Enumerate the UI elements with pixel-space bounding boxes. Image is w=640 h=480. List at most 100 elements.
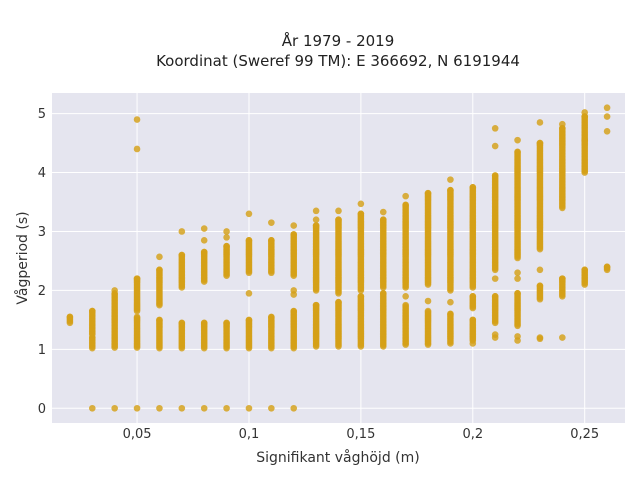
data-point (559, 334, 566, 341)
data-point (491, 293, 499, 300)
data-point (312, 301, 320, 309)
data-point (245, 316, 253, 324)
data-point (447, 186, 454, 194)
data-point (469, 183, 477, 191)
data-point (200, 404, 208, 412)
data-point (133, 145, 141, 153)
data-point (223, 404, 230, 412)
data-point (514, 148, 521, 156)
data-point (156, 253, 163, 261)
data-point (603, 113, 611, 120)
chart-subtitle: Koordinat (Sweref 99 TM): E 366692, N 61… (156, 52, 520, 70)
data-point (469, 340, 477, 347)
data-point (178, 404, 186, 412)
data-point (491, 331, 499, 338)
data-point (402, 192, 409, 200)
x-tick-label: 0,05 (123, 427, 152, 442)
data-point (200, 237, 208, 244)
data-point (133, 275, 141, 282)
x-tick-label: 0,15 (346, 427, 375, 442)
data-point (559, 120, 566, 128)
data-point (290, 222, 298, 229)
data-point (447, 176, 454, 183)
y-tick-label: 0 (38, 402, 46, 417)
data-point (66, 313, 74, 321)
scatter-points (66, 104, 611, 412)
data-point (581, 109, 589, 116)
data-point (223, 234, 230, 241)
data-point (402, 201, 409, 209)
data-point (245, 210, 253, 218)
data-point (111, 404, 118, 412)
data-point (536, 119, 544, 126)
data-point (357, 210, 365, 218)
data-point (491, 125, 499, 132)
data-point (268, 219, 275, 226)
data-point (156, 316, 163, 324)
data-point (223, 228, 230, 235)
data-point (156, 266, 163, 274)
data-point (245, 237, 253, 244)
data-point (335, 298, 342, 306)
data-point (536, 266, 544, 274)
data-point (335, 216, 342, 223)
x-tick-label: 0,25 (570, 427, 599, 442)
data-point (133, 116, 141, 123)
data-point (88, 404, 96, 412)
x-tick-label: 0,1 (239, 427, 260, 442)
data-point (200, 225, 208, 232)
data-point (581, 266, 589, 274)
data-point (536, 334, 544, 341)
data-point (379, 290, 387, 297)
data-point (312, 216, 320, 223)
data-point (200, 319, 208, 327)
data-point (357, 200, 365, 208)
data-point (245, 404, 253, 412)
data-point (447, 298, 454, 306)
data-point (424, 297, 432, 305)
data-point (424, 189, 432, 197)
data-point (335, 207, 342, 215)
y-tick-label: 5 (38, 107, 46, 122)
data-point (178, 228, 186, 235)
data-point (290, 287, 298, 294)
data-point (88, 307, 96, 315)
data-point (200, 248, 208, 256)
data-point (491, 275, 499, 282)
data-point (402, 293, 409, 300)
x-axis-title: Signifikant våghöjd (m) (256, 449, 419, 466)
data-point (312, 207, 320, 215)
data-point (603, 104, 611, 112)
data-point (559, 275, 566, 282)
y-tick-label: 3 (38, 225, 46, 240)
data-point (223, 242, 230, 250)
data-point (469, 316, 477, 324)
data-point (178, 251, 186, 259)
y-axis-title: Vågperiod (s) (14, 211, 31, 304)
data-point (491, 172, 499, 179)
chart-title: År 1979 - 2019 (282, 31, 395, 50)
y-tick-label: 1 (38, 343, 46, 358)
y-tick-label: 2 (38, 284, 46, 299)
data-point (514, 136, 521, 144)
data-point (133, 313, 141, 321)
data-point (581, 136, 589, 144)
y-axis-ticks: 0 1 2 3 4 5 (38, 107, 46, 417)
x-tick-label: 0,2 (462, 427, 483, 442)
data-point (536, 282, 544, 289)
data-point (536, 139, 544, 147)
data-point (290, 231, 298, 238)
data-point (357, 293, 365, 300)
y-tick-label: 4 (38, 166, 46, 181)
data-point (424, 307, 432, 315)
data-point (402, 301, 409, 309)
data-point (469, 293, 477, 300)
data-point (514, 275, 521, 282)
data-point (312, 222, 320, 229)
data-point (268, 313, 275, 321)
data-point (603, 128, 611, 135)
data-point (111, 287, 118, 294)
data-point (447, 310, 454, 318)
data-point (268, 404, 275, 412)
